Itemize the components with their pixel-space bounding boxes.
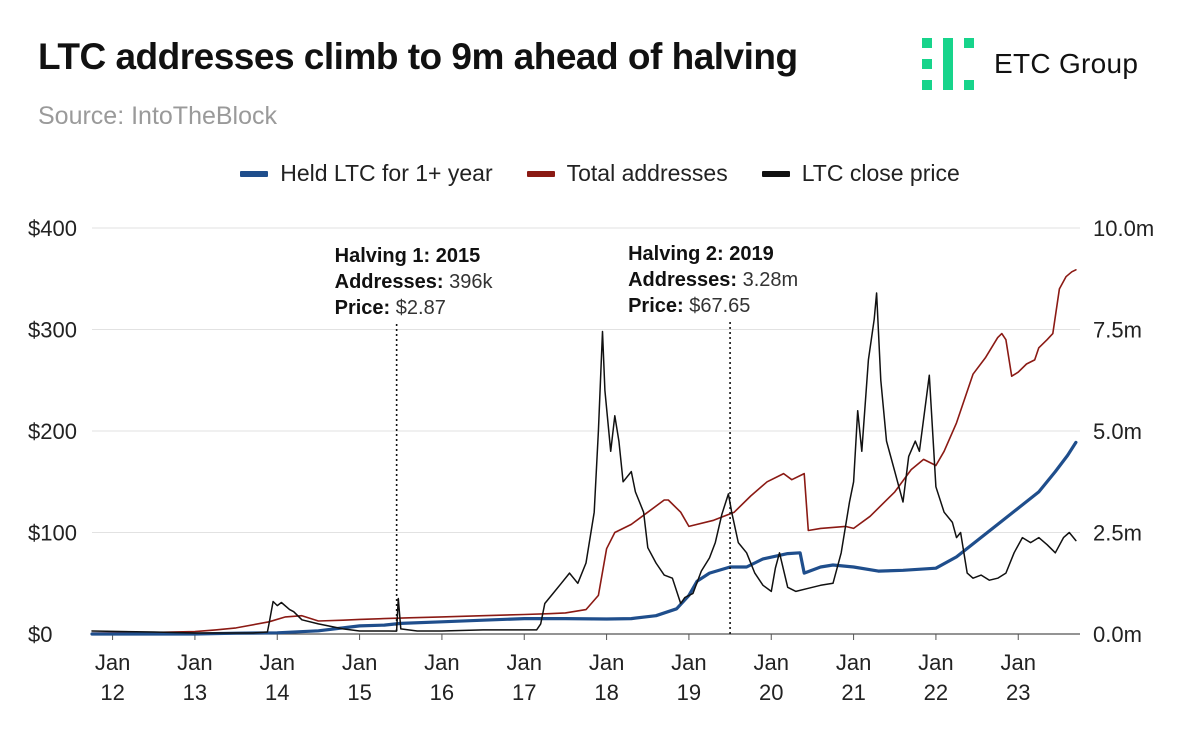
x-tick-label: Jan (424, 650, 459, 675)
etc-logo-icon (922, 38, 974, 90)
etc-group-logo: ETC Group (920, 36, 1138, 92)
halving-detail: Price: $2.87 (335, 297, 446, 319)
x-tick-label: 14 (265, 680, 289, 705)
x-tick-label: Jan (342, 650, 377, 675)
x-tick-label: 22 (924, 680, 948, 705)
series-line-ltc-close-price (91, 292, 1077, 634)
x-tick-label: Jan (260, 650, 295, 675)
series-line-total-addresses (91, 269, 1077, 634)
x-tick-label: Jan (754, 650, 789, 675)
x-tick-label: 23 (1006, 680, 1030, 705)
halving-detail-value: $67.65 (689, 295, 750, 317)
x-tick-label: Jan (507, 650, 542, 675)
halving-detail: Addresses: 3.28m (628, 269, 798, 291)
x-tick-label: 20 (759, 680, 783, 705)
legend-item-price: LTC close price (761, 160, 960, 187)
legend-swatch (526, 170, 555, 177)
y-left-tick-label: $400 (28, 216, 77, 241)
series-line-held-ltc-for-1-year (90, 440, 1078, 636)
y-left-tick-label: $300 (28, 318, 77, 343)
x-tick-label: Jan (671, 650, 706, 675)
legend-item-held: Held LTC for 1+ year (240, 160, 493, 187)
halving-detail-key: Price: (335, 297, 396, 319)
logo-text: ETC Group (994, 48, 1139, 79)
legend-label: LTC close price (801, 160, 960, 186)
halving-detail-key: Price: (628, 295, 689, 317)
halving-detail-key: Addresses: (628, 269, 743, 291)
x-tick-label: Jan (589, 650, 624, 675)
x-tick-label: 16 (430, 680, 454, 705)
chart-legend: Held LTC for 1+ year Total addresses LTC… (0, 160, 1200, 187)
legend-swatch (761, 170, 790, 177)
x-tick-label: Jan (1001, 650, 1036, 675)
y-left-tick-label: $200 (28, 419, 77, 444)
x-tick-label: Jan (95, 650, 130, 675)
x-tick-label: 19 (677, 680, 701, 705)
x-tick-label: 13 (183, 680, 207, 705)
y-left-tick-label: $0 (28, 622, 52, 647)
chart-source: Source: IntoTheBlock (38, 102, 278, 130)
chart-title: LTC addresses climb to 9m ahead of halvi… (38, 36, 798, 77)
halving-detail-value: $2.87 (396, 297, 446, 319)
x-tick-label: 12 (100, 680, 124, 705)
legend-item-total: Total addresses (526, 160, 728, 187)
halving-title: Halving 1: 2015 (335, 245, 481, 267)
halving-detail: Addresses: 396k (335, 271, 494, 293)
x-tick-label: 17 (512, 680, 536, 705)
x-tick-label: Jan (836, 650, 871, 675)
y-right-tick-label: 10.0m (1093, 216, 1154, 241)
halving-detail-value: 396k (449, 271, 493, 293)
legend-label: Total addresses (566, 160, 728, 186)
halving-title: Halving 2: 2019 (628, 243, 774, 265)
x-tick-label: 18 (594, 680, 618, 705)
y-left-tick-label: $100 (28, 521, 77, 546)
x-tick-label: 15 (347, 680, 371, 705)
x-tick-label: Jan (918, 650, 953, 675)
halving-detail: Price: $67.65 (628, 295, 750, 317)
legend-swatch (240, 170, 269, 177)
y-right-tick-label: 7.5m (1093, 318, 1142, 343)
legend-label: Held LTC for 1+ year (280, 160, 493, 186)
x-tick-label: 21 (841, 680, 865, 705)
halving-detail-value: 3.28m (743, 269, 799, 291)
halving-detail-key: Addresses: (335, 271, 450, 293)
y-right-tick-label: 2.5m (1093, 521, 1142, 546)
y-right-tick-label: 0.0m (1093, 622, 1142, 647)
y-right-tick-label: 5.0m (1093, 419, 1142, 444)
x-tick-label: Jan (177, 650, 212, 675)
